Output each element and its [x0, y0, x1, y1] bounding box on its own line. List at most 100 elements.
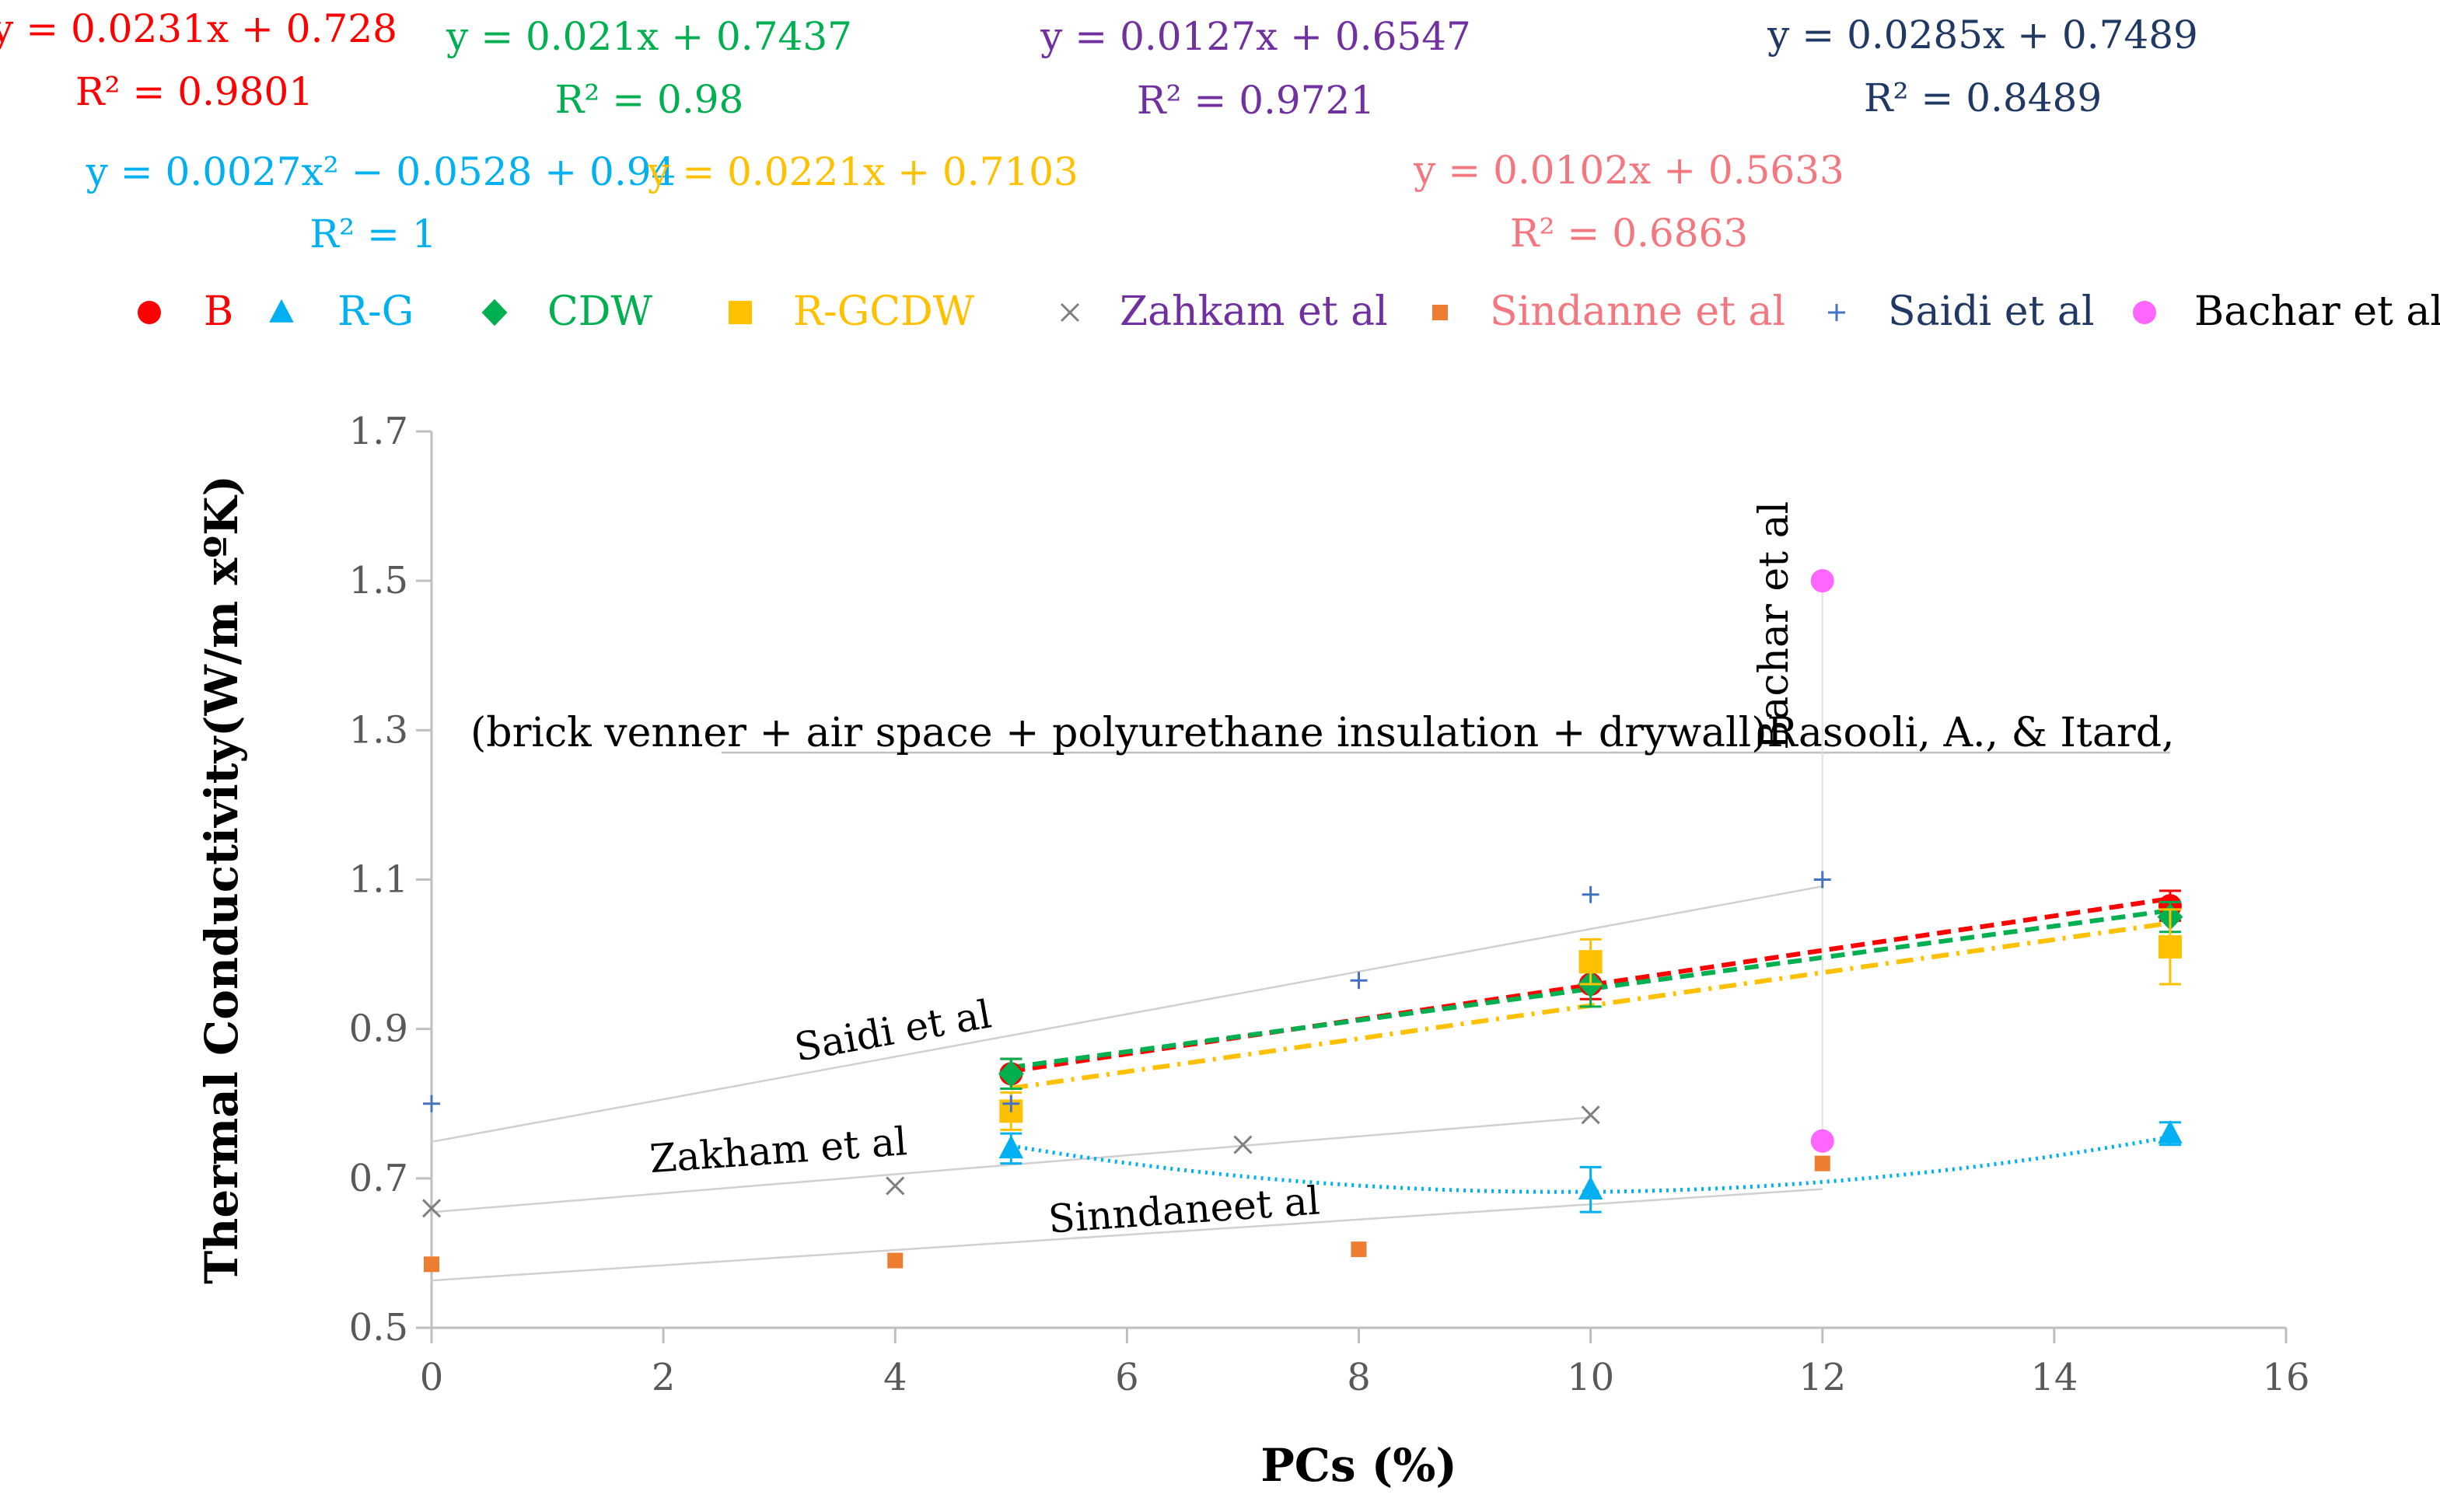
x-tick-label: 14: [2030, 1356, 2078, 1399]
reference-line: (brick venner + air space + polyurethane…: [470, 710, 2175, 756]
legend-item-r-g: R-G: [269, 288, 414, 335]
annotation-zakham-et-al: Zakham et al: [648, 1119, 909, 1182]
axes: 0.5 0.7 0.9 1.1 1.3 1.5 1.7 0 2 4 6 8 10 12 14 16 PCs (%…: [195, 410, 2310, 1492]
point-r-gcdw: [2158, 934, 2182, 959]
y-tick-label: 1.7: [349, 410, 408, 453]
legend-marker-bachar-et-al: [2133, 301, 2156, 324]
point-zahkam-et-al-stroke-b: [421, 1199, 442, 1218]
series-cdw: [998, 900, 2183, 1091]
series-sindanne-et-al: [424, 1155, 1830, 1273]
point-saidi-et-al: [1582, 885, 1599, 903]
point-sindanne-et-al: [1814, 1155, 1830, 1172]
r-squared-r-g: R² = 1: [309, 211, 436, 257]
point-sindanne-et-al: [1351, 1241, 1367, 1258]
equation-saidi-et-al: y = 0.0285x + 0.7489: [1767, 12, 2198, 58]
legend: B R-G CDW R-GCDW Zahkam et al Sindanne et al S…: [138, 288, 2440, 335]
point-bachar-et-al: [1810, 569, 1834, 593]
legend-item-b: B: [138, 288, 233, 335]
annotation-bachar-et-al: Bachar et al: [1751, 501, 1798, 750]
point-saidi-et-al: [1813, 871, 1831, 889]
y-tick-label: 0.7: [349, 1157, 408, 1200]
legend-item-bachar-et-al: Bachar et al: [2133, 288, 2440, 335]
legend-marker-saidi-et-al: [1828, 304, 1845, 321]
r-squared-sindanne-et-al: R² = 0.6863: [1510, 211, 1748, 256]
r-squared-saidi-et-al: R² = 0.8489: [1864, 75, 2102, 120]
trendline-equations: y = 0.0231x + 0.728 R² = 0.9801 y = 0.021x…: [0, 6, 2198, 257]
r-squared-b: R² = 0.9801: [75, 69, 313, 114]
legend-item-saidi-et-al: Saidi et al: [1828, 288, 2095, 335]
point-zahkam-et-al: [1233, 1135, 1253, 1154]
point-cdw: [998, 1060, 1024, 1088]
x-tick-label: 2: [652, 1356, 676, 1399]
point-r-g: [2158, 1119, 2183, 1144]
legend-marker-r-g: [269, 299, 294, 323]
equation-r-gcdw: y = 0.0221x + 0.7103: [647, 149, 1078, 194]
trendline-saidi-et-al: [431, 885, 1823, 1144]
point-zahkam-et-al: [886, 1176, 905, 1196]
point-bachar-et-al: [1810, 1129, 1834, 1153]
reference-label: (brick venner + air space + polyurethane…: [470, 710, 2175, 756]
point-zahkam-et-al-stroke-b: [1581, 1105, 1600, 1125]
data-points: [421, 569, 2183, 1273]
point-zahkam-et-al-stroke-b: [886, 1176, 905, 1196]
legend-marker-sindanne-et-al: [1432, 305, 1448, 320]
x-tick-label: 16: [2262, 1356, 2309, 1399]
point-saidi-et-al: [1350, 972, 1368, 990]
x-tick-label: 4: [883, 1356, 907, 1399]
equation-zahkam-et-al: y = 0.0127x + 0.6547: [1040, 14, 1471, 59]
x-tick-label: 0: [420, 1356, 444, 1399]
legend-label-sindanne-et-al: Sindanne et al: [1490, 288, 1785, 335]
legend-marker-zahkam-et-al: [1060, 302, 1080, 323]
r-squared-cdw: R² = 0.98: [555, 77, 744, 122]
legend-label-r-g: R-G: [337, 288, 414, 335]
legend-item-zahkam-et-al: Zahkam et al: [1060, 288, 1388, 335]
legend-item-sindanne-et-al: Sindanne et al: [1432, 288, 1785, 335]
legend-item-r-gcdw: R-GCDW: [729, 288, 975, 335]
point-zahkam-et-al: [421, 1199, 442, 1218]
series-r-g: [998, 1119, 2183, 1213]
r-squared-zahkam-et-al: R² = 0.9721: [1137, 78, 1375, 123]
legend-marker-cdw: [481, 299, 508, 326]
equation-cdw: y = 0.021x + 0.7437: [446, 14, 852, 59]
equation-r-g: y = 0.0027x² − 0.0528 + 0.94: [86, 149, 676, 194]
trendline-zahkam-et-al: [431, 1116, 1591, 1213]
x-axis-title: PCs (%): [1260, 1439, 1457, 1492]
y-axis-title: Thermal Conductivity(W/m xºK): [195, 475, 248, 1284]
y-tick-label: 1.5: [349, 559, 408, 602]
y-tick-label: 1.1: [349, 858, 408, 902]
equation-b: y = 0.0231x + 0.728: [0, 6, 397, 51]
point-r-g: [1578, 1175, 1603, 1199]
series-saidi-et-al: [423, 871, 1831, 1112]
series-zahkam-et-al: [421, 1105, 1600, 1218]
equation-sindanne-et-al: y = 0.0102x + 0.5633: [1413, 148, 1844, 193]
point-saidi-et-al: [423, 1095, 440, 1112]
point-zahkam-et-al: [1581, 1105, 1600, 1125]
annotation-sinndaneet-al: Sinndaneet al: [1047, 1178, 1321, 1241]
x-tick-label: 12: [1799, 1356, 1846, 1399]
legend-marker-r-gcdw: [729, 301, 752, 324]
legend-marker-zahkam-et-al-stroke-b: [1060, 302, 1080, 323]
legend-item-cdw: CDW: [481, 288, 652, 335]
legend-marker-b: [138, 301, 161, 324]
y-tick-label: 0.9: [349, 1007, 408, 1051]
legend-label-bachar-et-al: Bachar et al: [2194, 288, 2440, 335]
y-tick-label: 1.3: [349, 708, 408, 752]
point-sindanne-et-al: [424, 1256, 439, 1273]
y-tick-label: 0.5: [349, 1306, 408, 1350]
annotation-saidi-et-al: Saidi et al: [792, 991, 995, 1070]
legend-label-saidi-et-al: Saidi et al: [1888, 288, 2095, 335]
series-bachar-et-al: [1810, 569, 1834, 1153]
legend-label-cdw: CDW: [547, 288, 652, 335]
series-r-gcdw: [999, 908, 2182, 1131]
annotations: Saidi et al Zakham et al Sinndaneet al Bach…: [648, 501, 1798, 1242]
legend-label-zahkam-et-al: Zahkam et al: [1120, 288, 1388, 335]
legend-label-r-gcdw: R-GCDW: [793, 288, 975, 335]
point-sindanne-et-al: [887, 1252, 904, 1269]
point-saidi-et-al: [1002, 1095, 1020, 1112]
legend-label-b: B: [204, 288, 233, 335]
x-tick-label: 8: [1347, 1356, 1371, 1399]
point-r-g: [998, 1135, 1024, 1159]
x-tick-label: 6: [1115, 1356, 1139, 1399]
point-zahkam-et-al-stroke-b: [1233, 1135, 1253, 1154]
